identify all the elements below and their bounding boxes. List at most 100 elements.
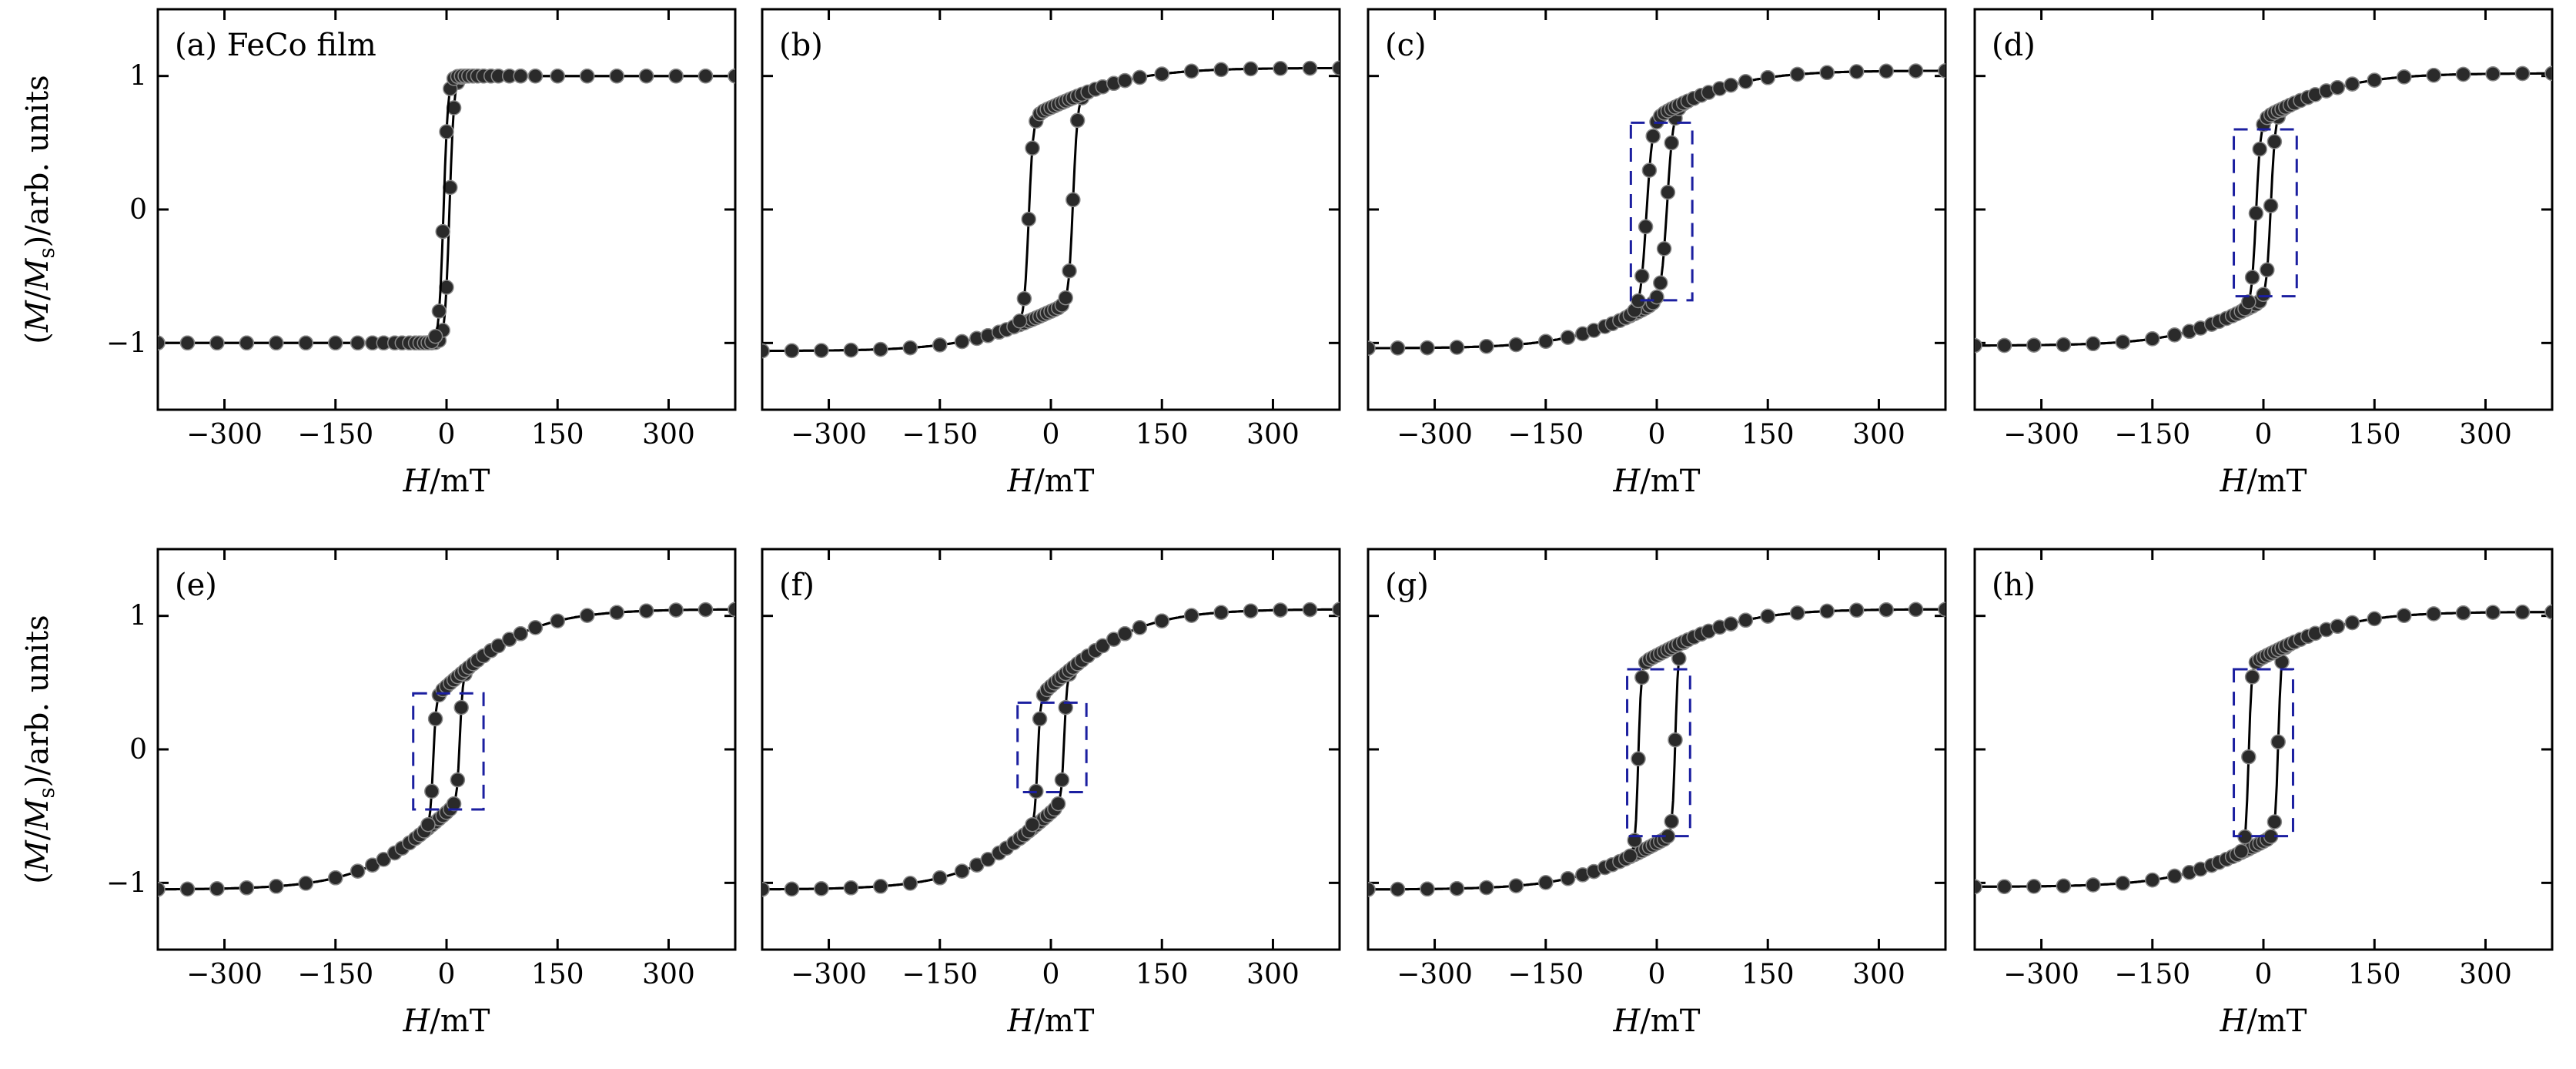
data-point xyxy=(1664,813,1679,829)
data-point xyxy=(2241,294,2257,310)
data-point xyxy=(1368,882,1376,897)
data-point xyxy=(1975,337,1982,354)
data-point xyxy=(1622,848,1638,864)
panel-label: (f) xyxy=(779,568,815,603)
x-tick-label: 150 xyxy=(1136,419,1189,451)
data-point xyxy=(873,879,888,894)
data-point xyxy=(550,68,565,84)
data-point xyxy=(1760,608,1775,624)
panel-d: −300 −150 0 150 300 H/mT (d) xyxy=(1973,8,2554,499)
dashed-region-box xyxy=(1629,121,1694,302)
data-point xyxy=(1449,880,1465,896)
dashed-region-box xyxy=(412,692,485,811)
x-axis-label: H/mT xyxy=(2220,464,2307,499)
data-point xyxy=(2026,879,2042,894)
panel-b: −300 −150 0 150 300 H/mT (b) xyxy=(761,8,1341,499)
data-point xyxy=(1634,669,1650,685)
x-tick-label: −300 xyxy=(2003,419,2079,451)
data-point xyxy=(1668,732,1683,748)
ascending-branch-curve xyxy=(762,608,1340,891)
data-layer xyxy=(1975,604,2552,895)
data-point xyxy=(638,68,654,84)
data-point xyxy=(2263,198,2279,213)
data-point xyxy=(2396,69,2412,85)
data-point xyxy=(1132,620,1148,635)
data-point xyxy=(1996,879,2012,894)
data-point xyxy=(1183,608,1199,623)
data-point xyxy=(2115,334,2131,350)
data-point xyxy=(814,881,829,896)
x-tick-label: 300 xyxy=(2459,419,2512,451)
panel-label: (b) xyxy=(779,28,823,63)
data-point xyxy=(376,852,392,867)
data-point xyxy=(902,340,918,356)
data-point xyxy=(814,343,829,358)
data-point xyxy=(209,881,225,896)
data-point xyxy=(1996,337,2012,354)
data-point xyxy=(269,335,284,351)
dashed-region-box xyxy=(1016,701,1088,793)
data-point xyxy=(1641,163,1658,178)
data-point xyxy=(2544,65,2552,82)
x-axis-label: H/mT xyxy=(1613,1004,1701,1039)
data-point xyxy=(1021,211,1036,227)
data-point xyxy=(453,699,469,715)
data-point xyxy=(1302,602,1318,618)
data-point xyxy=(1302,60,1318,76)
x-axis-label: H/mT xyxy=(2220,1004,2307,1039)
data-point xyxy=(1054,772,1070,788)
data-point xyxy=(2256,287,2271,303)
data-layer xyxy=(1368,602,1945,897)
data-point xyxy=(2544,604,2552,620)
data-point xyxy=(2344,615,2360,631)
data-point xyxy=(427,328,443,344)
data-point xyxy=(609,68,624,84)
x-tick-label: 150 xyxy=(1136,959,1189,990)
data-point xyxy=(350,335,366,351)
data-point xyxy=(609,605,624,620)
data-point xyxy=(668,68,684,84)
data-point xyxy=(1025,140,1040,156)
x-tick-label: −150 xyxy=(1507,959,1584,990)
x-tick-label: 300 xyxy=(642,959,695,990)
x-tick-label: 150 xyxy=(531,419,584,451)
panel-label: (h) xyxy=(1992,568,2036,603)
data-point xyxy=(1420,340,1435,356)
data-point xyxy=(1645,128,1661,144)
x-tick-label: −300 xyxy=(2003,959,2079,990)
data-point xyxy=(1631,751,1646,767)
data-point xyxy=(424,783,440,799)
data-layer xyxy=(1368,63,1945,356)
data-point xyxy=(1273,602,1288,618)
x-tick-label: 150 xyxy=(531,959,584,990)
x-tick-label: −150 xyxy=(297,419,373,451)
data-point xyxy=(1479,338,1494,354)
x-tick-label: 0 xyxy=(1042,419,1060,451)
data-point xyxy=(2145,331,2160,347)
data-point xyxy=(843,342,859,358)
data-point xyxy=(1273,61,1288,76)
data-layer xyxy=(1975,65,2552,354)
data-point xyxy=(2026,337,2042,353)
data-point xyxy=(2514,605,2531,620)
data-point xyxy=(1390,881,1406,897)
data-point xyxy=(638,603,654,618)
data-point xyxy=(1117,626,1132,642)
panel-c: −300 −150 0 150 300 H/mT (c) xyxy=(1367,8,1947,499)
x-tick-label: 0 xyxy=(1648,959,1666,990)
x-tick-label: −150 xyxy=(902,959,978,990)
data-point xyxy=(2056,337,2072,353)
data-point xyxy=(1213,605,1229,620)
data-point xyxy=(1649,289,1664,305)
data-point xyxy=(2267,814,2283,829)
data-point xyxy=(269,879,284,894)
data-point xyxy=(932,337,948,353)
data-point xyxy=(843,880,859,896)
x-tick-label: 300 xyxy=(1246,419,1300,451)
data-point xyxy=(1908,602,1924,618)
x-tick-label: 0 xyxy=(1042,959,1060,990)
x-tick-label: 300 xyxy=(1852,419,1905,451)
x-tick-label: 0 xyxy=(438,959,456,990)
panel-e: −300 −150 0 150 300 −1 0 1 H/mT (M/Ms)/arb. units… xyxy=(20,548,737,1039)
data-point xyxy=(1420,881,1435,897)
